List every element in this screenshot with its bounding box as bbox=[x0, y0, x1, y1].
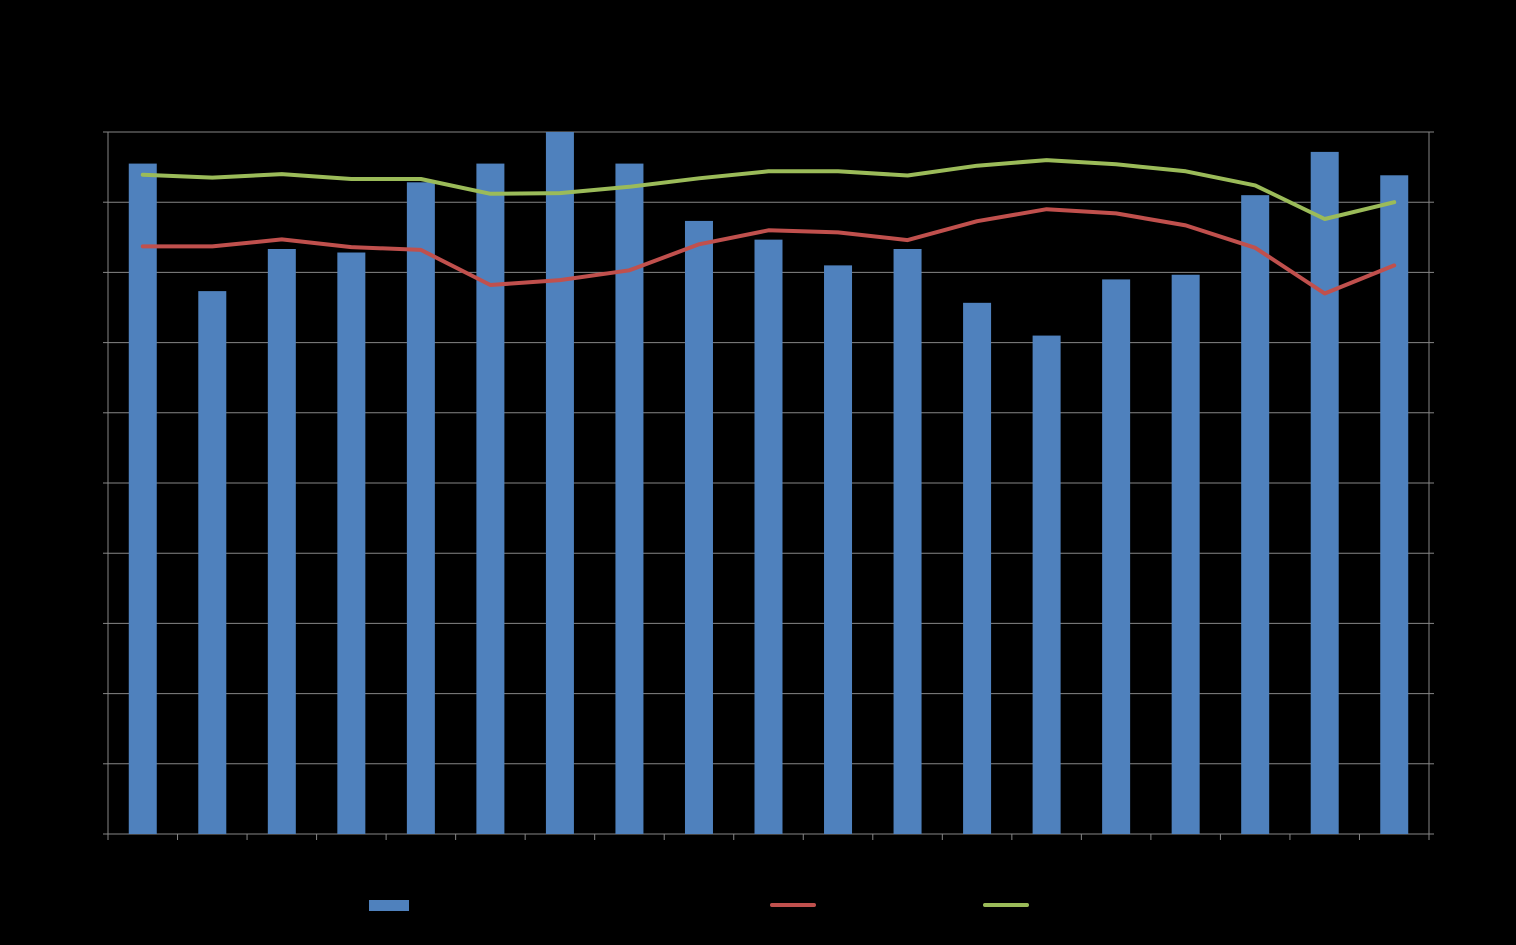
series-line bbox=[140, 207, 1397, 296]
bar bbox=[1241, 195, 1270, 834]
legend-key-bar bbox=[369, 900, 409, 911]
bar bbox=[198, 291, 227, 834]
bar bbox=[893, 249, 922, 834]
bar bbox=[1102, 279, 1131, 834]
bar bbox=[1032, 335, 1061, 834]
bar bbox=[684, 220, 713, 835]
series-line bbox=[140, 158, 1397, 221]
bar bbox=[476, 163, 505, 835]
bar bbox=[406, 182, 435, 834]
bar bbox=[615, 163, 644, 835]
bar bbox=[754, 239, 783, 834]
bar bbox=[337, 252, 366, 834]
bar bbox=[1171, 274, 1200, 834]
bar bbox=[824, 265, 853, 834]
bar bbox=[1380, 175, 1409, 835]
bar bbox=[128, 163, 157, 835]
bar bbox=[267, 249, 296, 834]
bar bbox=[545, 132, 574, 834]
bar bbox=[1310, 151, 1339, 834]
bar bbox=[963, 302, 992, 834]
